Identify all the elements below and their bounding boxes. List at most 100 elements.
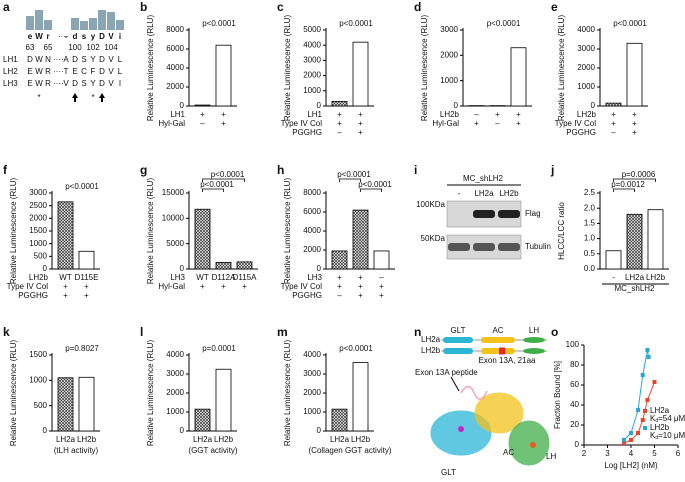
row-value: WT xyxy=(196,273,209,282)
logo-letter: - xyxy=(65,32,68,41)
bar xyxy=(236,261,253,270)
residue: W xyxy=(35,67,43,76)
panel-label: e xyxy=(551,0,558,14)
lane-label: LH2b xyxy=(499,189,519,198)
structure-label: GLT xyxy=(441,468,456,477)
y-axis-title: HLCC/LCC ratio xyxy=(557,202,566,260)
row-value: + xyxy=(358,110,363,119)
panel-label: l xyxy=(140,325,143,339)
legend-kd: Kd=54 μM xyxy=(650,414,685,424)
bar xyxy=(57,377,74,432)
logo-block xyxy=(98,10,106,30)
residue: A xyxy=(63,55,69,64)
logo-block xyxy=(116,20,124,30)
size-marker: 50KDa xyxy=(421,234,446,243)
y-tick-label: 2000 xyxy=(303,245,321,254)
y-tick-label: 0.0 xyxy=(584,264,596,273)
band xyxy=(473,243,495,251)
y-axis-title: Relative Luminescence (RLU) xyxy=(9,340,18,447)
lane-label: LH2a xyxy=(474,189,494,198)
y-tick-label: 500 xyxy=(34,401,48,410)
y-tick-label: 0 xyxy=(43,426,48,435)
panel-label: f xyxy=(3,163,8,177)
y-tick-label: 0 xyxy=(180,264,185,273)
y-tick-label: 2000 xyxy=(577,63,595,72)
peptide xyxy=(460,385,488,400)
bar xyxy=(510,47,527,107)
structure-domain xyxy=(474,392,524,434)
exon-label: Exon 13A, 21aa xyxy=(479,356,536,365)
residue: V xyxy=(108,55,114,64)
row-value: + xyxy=(474,119,479,128)
bar xyxy=(215,368,232,432)
structure-domain xyxy=(430,410,492,456)
row-value: + xyxy=(200,110,205,119)
bar xyxy=(605,250,622,270)
x-axis-title: (Collagen GGT activity) xyxy=(309,446,392,455)
row-value: + xyxy=(632,128,637,137)
panel-label: k xyxy=(3,325,10,339)
row-value: + xyxy=(358,119,363,128)
position-label: 63 xyxy=(26,43,35,52)
y-tick-label: 1000 xyxy=(303,86,321,95)
row-value: – xyxy=(495,119,500,128)
bracket xyxy=(613,178,656,182)
residue: L xyxy=(118,67,123,76)
residue: W xyxy=(35,55,43,64)
row-value: + xyxy=(63,282,68,291)
legend-label: LH2a xyxy=(650,406,670,415)
bar xyxy=(194,104,211,107)
logo-block xyxy=(80,21,88,30)
gap-dots: ···· xyxy=(53,55,64,64)
arrow xyxy=(99,93,105,102)
y-tick-label: 2000 xyxy=(29,213,47,222)
y-tick-label: 1000 xyxy=(29,375,47,384)
domain xyxy=(523,337,545,343)
residue: N xyxy=(45,55,51,64)
arrow xyxy=(72,93,78,102)
row-value: – xyxy=(379,273,384,282)
structure-label: AC xyxy=(503,448,514,457)
y-tick-label: 0 xyxy=(317,264,322,273)
y-tick-label: 1000 xyxy=(166,407,184,416)
band xyxy=(448,243,470,251)
row-label: LH2b xyxy=(29,273,49,282)
logo-block xyxy=(44,20,52,30)
y-tick-label: 2.0 xyxy=(584,203,596,212)
annotation: p<0.0001 xyxy=(337,170,371,179)
marker: * xyxy=(91,93,94,102)
row-value: + xyxy=(358,291,363,300)
bar xyxy=(78,376,95,432)
annotation: p<0.0001 xyxy=(65,182,99,191)
structure-label: LH xyxy=(546,452,556,461)
row-value: + xyxy=(611,110,616,119)
row-value: + xyxy=(84,282,89,291)
row-name: LH2 xyxy=(3,67,18,76)
logo-block xyxy=(107,12,115,30)
position-label: 100 xyxy=(68,43,82,52)
bar xyxy=(626,42,643,107)
row-label: PGGHG xyxy=(566,128,596,137)
logo-letter: W xyxy=(35,32,43,41)
row-label: Hyl-Gal xyxy=(158,119,185,128)
row-label: LH2b xyxy=(577,110,597,119)
y-tick-label: 1000 xyxy=(303,407,321,416)
residue: L xyxy=(118,55,123,64)
annotation: p<0.0001 xyxy=(339,19,373,28)
row-label: LH2b xyxy=(440,110,460,119)
row-label: LH1 xyxy=(170,110,185,119)
panel-label: m xyxy=(277,325,288,339)
y-tick-label: 3000 xyxy=(440,25,458,34)
band xyxy=(498,210,520,218)
kd-text: =54 μM xyxy=(658,414,685,423)
gap-dots: ···· xyxy=(53,79,64,88)
bracket xyxy=(202,188,224,192)
row-value: + xyxy=(63,291,68,300)
logo-block xyxy=(35,10,43,30)
domain xyxy=(481,337,515,343)
panel-label: i xyxy=(414,163,417,177)
residue: W xyxy=(35,79,43,88)
x-tick-label: LH2a xyxy=(56,435,76,444)
panel-label: o xyxy=(551,325,558,339)
